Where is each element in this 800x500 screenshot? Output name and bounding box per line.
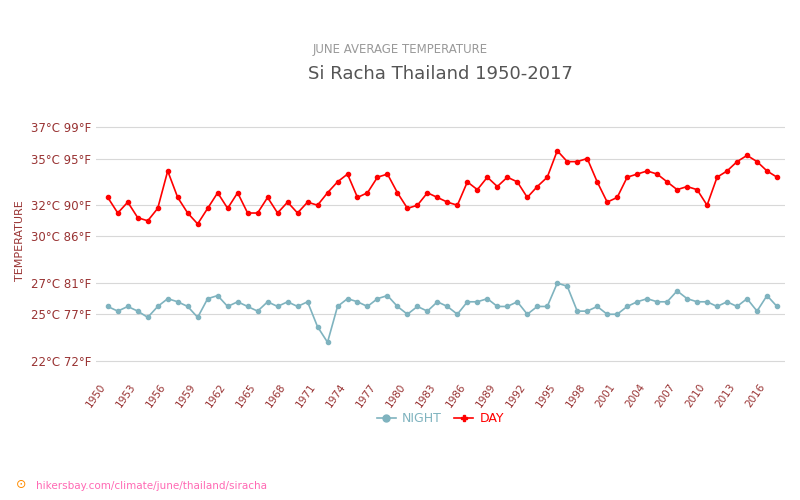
Legend: NIGHT, DAY: NIGHT, DAY [372,408,509,430]
Text: hikersbay.com/climate/june/thailand/siracha: hikersbay.com/climate/june/thailand/sira… [36,481,267,491]
Y-axis label: TEMPERATURE: TEMPERATURE [15,200,25,280]
Text: ⊙: ⊙ [16,478,26,491]
Text: JUNE AVERAGE TEMPERATURE: JUNE AVERAGE TEMPERATURE [313,42,487,56]
Title: Si Racha Thailand 1950-2017: Si Racha Thailand 1950-2017 [308,65,573,83]
